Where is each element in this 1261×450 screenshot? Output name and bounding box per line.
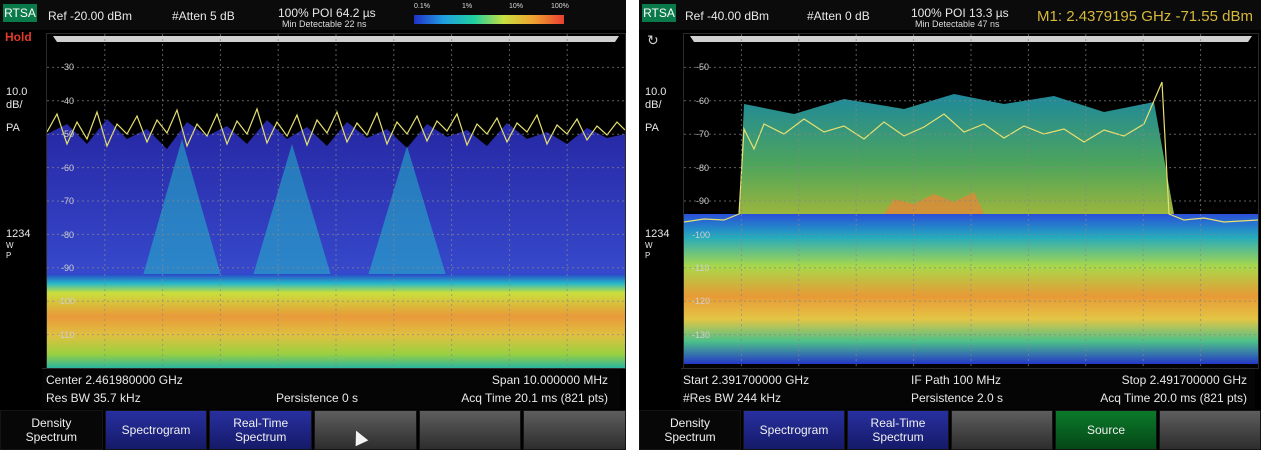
- scale-value[interactable]: 10.0: [6, 86, 28, 98]
- softkey-spectrogram[interactable]: Spectrogram: [104, 410, 208, 450]
- softkey-real-time-spectrum[interactable]: Real-Time Spectrum: [209, 410, 313, 450]
- center-frequency[interactable]: Center 2.461980000 GHz: [46, 373, 183, 387]
- measurement-footer: Center 2.461980000 GHz Span 10.000000 MH…: [42, 368, 620, 409]
- softkey-bar: Density Spectrum Spectrogram Real-Time S…: [639, 410, 1261, 450]
- softkey-empty-4[interactable]: [314, 410, 417, 450]
- y-tick-label: -90: [696, 196, 710, 206]
- trace-w: W: [645, 241, 653, 250]
- y-tick-label: -50: [61, 129, 75, 139]
- persistence[interactable]: Persistence 2.0 s: [911, 391, 1004, 405]
- plot-canvas: [684, 34, 1258, 368]
- mode-badge[interactable]: RTSA: [642, 4, 676, 22]
- softkey-label: Spectrogram: [759, 423, 829, 437]
- min-detectable: Min Detectable 22 ns: [282, 19, 367, 29]
- mode-badge[interactable]: RTSA: [3, 4, 37, 22]
- softkey-label: Spectrogram: [121, 423, 191, 437]
- trace-w: W: [6, 241, 14, 250]
- softkey-density-spectrum[interactable]: Density Spectrum: [639, 410, 741, 450]
- y-tick-label: -30: [61, 62, 75, 72]
- softkey-label: Real-Time Spectrum: [233, 416, 289, 444]
- softkey-bar: Density Spectrum Spectrogram Real-Time S…: [0, 410, 626, 450]
- softkey-real-time-spectrum[interactable]: Real-Time Spectrum: [847, 410, 949, 450]
- y-tick-label: -70: [61, 196, 75, 206]
- scale-label-3: 100%: [551, 3, 569, 10]
- density-spectrum-plot[interactable]: -50 -60 -70 -80 -90 -100 -110 -120 -130: [683, 33, 1259, 369]
- softkey-label: Real-Time Spectrum: [870, 416, 926, 444]
- y-tick-label: -80: [61, 230, 75, 240]
- acq-time: Acq Time 20.0 ms (821 pts): [1100, 391, 1247, 405]
- trace-p: P: [645, 251, 651, 260]
- scale-label-1: 1%: [462, 3, 473, 10]
- softkey-source[interactable]: Source: [1055, 410, 1157, 450]
- atten[interactable]: #Atten 5 dB: [172, 9, 235, 23]
- status-header: RTSA Ref -20.00 dBm #Atten 5 dB 100% POI…: [0, 0, 626, 30]
- trace-p: P: [6, 251, 12, 260]
- y-tick-label: -100: [692, 230, 711, 240]
- marker-readout[interactable]: M1: 2.4379195 GHz -71.55 dBm: [1037, 8, 1253, 25]
- acq-time: Acq Time 20.1 ms (821 pts): [461, 391, 608, 405]
- poi: 100% POI 64.2 µs: [278, 6, 376, 20]
- softkey-label: Density Spectrum: [664, 416, 716, 444]
- analyzer-screen-right: RTSA Ref -40.00 dBm #Atten 0 dB 100% POI…: [639, 0, 1261, 450]
- y-tick-label: -90: [61, 263, 75, 273]
- trace-numbers: 1234: [645, 228, 670, 240]
- scale-label-2: 10%: [509, 3, 524, 10]
- y-tick-label: -120: [692, 296, 711, 306]
- y-tick-label: -110: [692, 263, 710, 273]
- scale-unit: dB/: [645, 99, 662, 111]
- if-path: IF Path 100 MHz: [911, 373, 1002, 387]
- y-tick-label: -40: [61, 96, 75, 106]
- hold-indicator: Hold: [5, 30, 32, 44]
- detector-label: PA: [6, 122, 20, 134]
- density-spectrum-plot[interactable]: -30 -40 -50 -60 -70 -80 -90 -100 -110: [46, 33, 626, 369]
- scale-per-div: 10.0 dB/ PA: [645, 86, 666, 135]
- y-tick-label: -130: [692, 330, 711, 340]
- y-tick-label: -70: [696, 129, 710, 139]
- hold-cycle-icon[interactable]: ↻: [647, 32, 659, 48]
- y-tick-label: -110: [57, 330, 75, 340]
- span[interactable]: Span 10.000000 MHz: [491, 373, 608, 387]
- softkey-empty-4[interactable]: [951, 410, 1053, 450]
- softkey-empty-5[interactable]: [418, 410, 522, 450]
- ref-level[interactable]: Ref -40.00 dBm: [685, 9, 770, 23]
- softkey-label: Density Spectrum: [25, 416, 78, 444]
- analyzer-screen-left: RTSA Ref -20.00 dBm #Atten 5 dB 100% POI…: [0, 0, 626, 450]
- scale-per-div: 10.0 dB/ PA: [6, 86, 27, 135]
- res-bw[interactable]: #Res BW 244 kHz: [683, 391, 782, 405]
- trace-numbers: 1234: [6, 228, 31, 240]
- softkey-empty-6[interactable]: [523, 410, 626, 450]
- softkey-spectrogram[interactable]: Spectrogram: [743, 410, 845, 450]
- scale-label-0: 0.1%: [414, 3, 430, 10]
- atten[interactable]: #Atten 0 dB: [807, 9, 870, 23]
- trace-indicator: 1234 W P: [645, 228, 669, 261]
- y-tick-label: -60: [696, 96, 710, 106]
- softkey-density-spectrum[interactable]: Density Spectrum: [0, 410, 103, 450]
- stop-frequency[interactable]: Stop 2.491700000 GHz: [1121, 373, 1247, 387]
- res-bw[interactable]: Res BW 35.7 kHz: [46, 391, 141, 405]
- softkey-empty-6[interactable]: [1159, 410, 1261, 450]
- start-frequency[interactable]: Start 2.391700000 GHz: [683, 373, 810, 387]
- scale-value[interactable]: 10.0: [645, 86, 667, 98]
- y-tick-label: -100: [57, 296, 76, 306]
- min-detectable: Min Detectable 47 ns: [915, 19, 1000, 29]
- detector-label: PA: [645, 122, 659, 134]
- y-tick-label: -60: [61, 163, 75, 173]
- measurement-footer: Start 2.391700000 GHz IF Path 100 MHz St…: [681, 368, 1255, 409]
- status-header: RTSA Ref -40.00 dBm #Atten 0 dB 100% POI…: [639, 0, 1261, 30]
- persistence: Persistence 0 s: [276, 391, 359, 405]
- trace-indicator: 1234 W P: [6, 228, 30, 261]
- softkey-label: Source: [1086, 423, 1126, 437]
- density-color-scale: 0.1% 1% 10% 100%: [414, 3, 569, 25]
- scale-unit: dB/: [6, 99, 23, 111]
- y-tick-label: -80: [696, 163, 710, 173]
- y-tick-label: -50: [696, 62, 710, 72]
- plot-canvas: [47, 34, 625, 368]
- poi: 100% POI 13.3 µs: [911, 6, 1009, 20]
- ref-level[interactable]: Ref -20.00 dBm: [48, 9, 133, 23]
